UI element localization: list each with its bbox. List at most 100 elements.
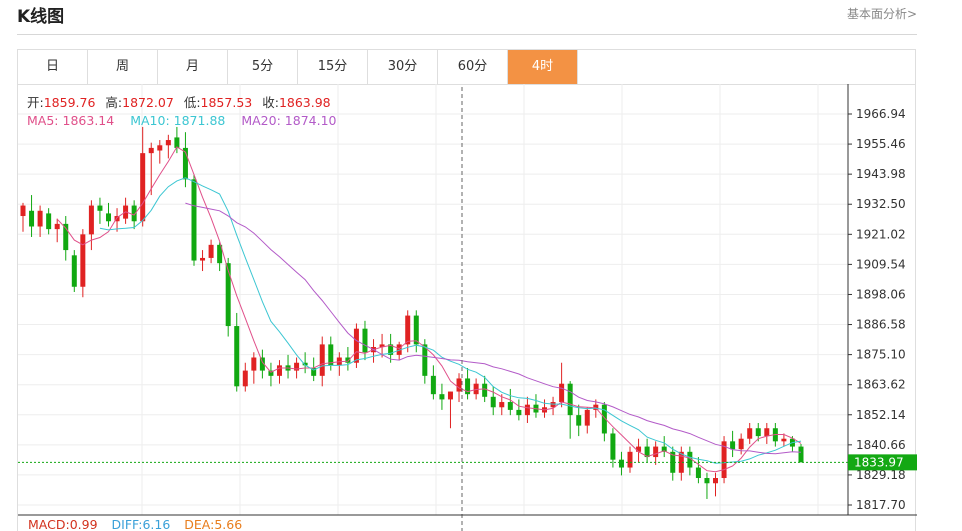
open-label: 开: <box>27 95 44 110</box>
close-value: 1863.98 <box>279 95 331 110</box>
candle <box>157 140 163 164</box>
candle-body <box>174 137 180 148</box>
candle-body <box>46 213 52 230</box>
ma5-value: 1863.14 <box>63 113 115 128</box>
candle-body <box>653 446 659 458</box>
candle <box>114 208 120 232</box>
low-value: 1857.53 <box>201 95 253 110</box>
close-label: 收: <box>262 95 279 110</box>
tab-60min[interactable]: 60分 <box>438 50 508 84</box>
candle-body <box>593 404 599 410</box>
candle <box>601 402 607 442</box>
candle <box>191 174 197 266</box>
tab-week[interactable]: 周 <box>88 50 158 84</box>
candle <box>285 354 291 379</box>
candle <box>319 336 325 387</box>
candle <box>302 352 308 374</box>
current-price-badge: 1833.97 <box>848 454 917 471</box>
candle <box>148 142 154 196</box>
candle <box>217 242 223 272</box>
candle-body <box>328 344 334 366</box>
candle <box>345 347 351 371</box>
y-tick-label: 1875.10 <box>856 348 906 362</box>
candle-body <box>524 404 530 416</box>
candle <box>105 202 111 227</box>
tab-4hour[interactable]: 4时 <box>508 50 578 84</box>
candle <box>781 433 787 447</box>
candle-body <box>182 147 188 180</box>
candle <box>276 360 282 384</box>
candle-body <box>88 205 94 235</box>
candle-body <box>157 145 163 151</box>
candle <box>29 195 35 237</box>
y-tick-label: 1966.94 <box>856 107 906 121</box>
candle-body <box>661 446 667 452</box>
candle-body <box>268 370 274 376</box>
candle <box>644 438 650 463</box>
candle <box>71 250 77 292</box>
candle <box>653 441 659 465</box>
tab-month[interactable]: 月 <box>158 50 228 84</box>
candle <box>251 352 257 384</box>
candle <box>798 443 804 463</box>
candle <box>670 446 676 481</box>
candle-body <box>131 205 137 222</box>
candle-body <box>610 433 616 460</box>
candle-body <box>362 328 368 353</box>
candle <box>764 422 770 444</box>
candle-body <box>29 210 35 227</box>
candle <box>499 394 505 416</box>
candle-body <box>747 428 753 439</box>
candle <box>208 239 214 264</box>
candle-body <box>165 140 171 146</box>
low-label: 低: <box>184 95 201 110</box>
dea-value: 5.66 <box>214 517 242 531</box>
candle-body <box>627 451 633 468</box>
ohlc-readout: 开:1859.76 高:1872.07 低:1857.53 收:1863.98 <box>27 95 331 110</box>
macd-label: MACD: <box>28 517 70 531</box>
candle-body <box>63 223 69 251</box>
candle-body <box>695 467 701 479</box>
y-tick-label: 1909.54 <box>856 257 906 271</box>
candle <box>576 404 582 437</box>
header: K线图 基本面分析> <box>17 0 917 35</box>
candle-body <box>678 451 684 473</box>
candle-body <box>721 441 727 479</box>
candle <box>507 388 513 416</box>
tab-5min[interactable]: 5分 <box>228 50 298 84</box>
candle-body <box>636 446 642 452</box>
candle <box>559 362 565 408</box>
candles <box>20 126 804 499</box>
y-tick-label: 1921.02 <box>856 227 906 241</box>
candle-body <box>755 428 761 437</box>
candle <box>46 208 52 235</box>
candle <box>242 362 248 392</box>
fundamental-analysis-link[interactable]: 基本面分析> <box>846 7 917 21</box>
kline-chart[interactable]: 1966.94 1955.46 1943.98 1932.50 1921.02 1909.… <box>18 84 917 531</box>
tab-30min[interactable]: 30分 <box>368 50 438 84</box>
candle-body <box>422 344 428 376</box>
ma10-line <box>99 177 802 464</box>
candle <box>721 436 727 484</box>
candle <box>405 310 411 353</box>
candle <box>63 216 69 261</box>
current-price-badge-bg <box>848 454 917 471</box>
y-tick-label: 1863.62 <box>856 378 906 392</box>
candle-body <box>439 394 445 400</box>
y-tick-label: 1955.46 <box>856 137 906 151</box>
candle-body <box>208 244 214 258</box>
candle-body <box>473 383 479 395</box>
candle <box>447 391 453 429</box>
ma10-value: 1871.88 <box>174 113 226 128</box>
ma20-value: 1874.10 <box>285 113 337 128</box>
ma-readout: MA5: 1863.14 MA10: 1871.88 MA20: 1874.10 <box>27 113 337 128</box>
tab-day[interactable]: 日 <box>18 50 88 84</box>
candle-body <box>97 205 103 211</box>
tab-15min[interactable]: 15分 <box>298 50 368 84</box>
candle <box>695 457 701 484</box>
candle-body <box>550 402 556 408</box>
candle-body <box>388 344 394 355</box>
candle-body <box>430 375 436 395</box>
page-title: K线图 <box>17 7 65 27</box>
high-label: 高: <box>105 95 122 110</box>
